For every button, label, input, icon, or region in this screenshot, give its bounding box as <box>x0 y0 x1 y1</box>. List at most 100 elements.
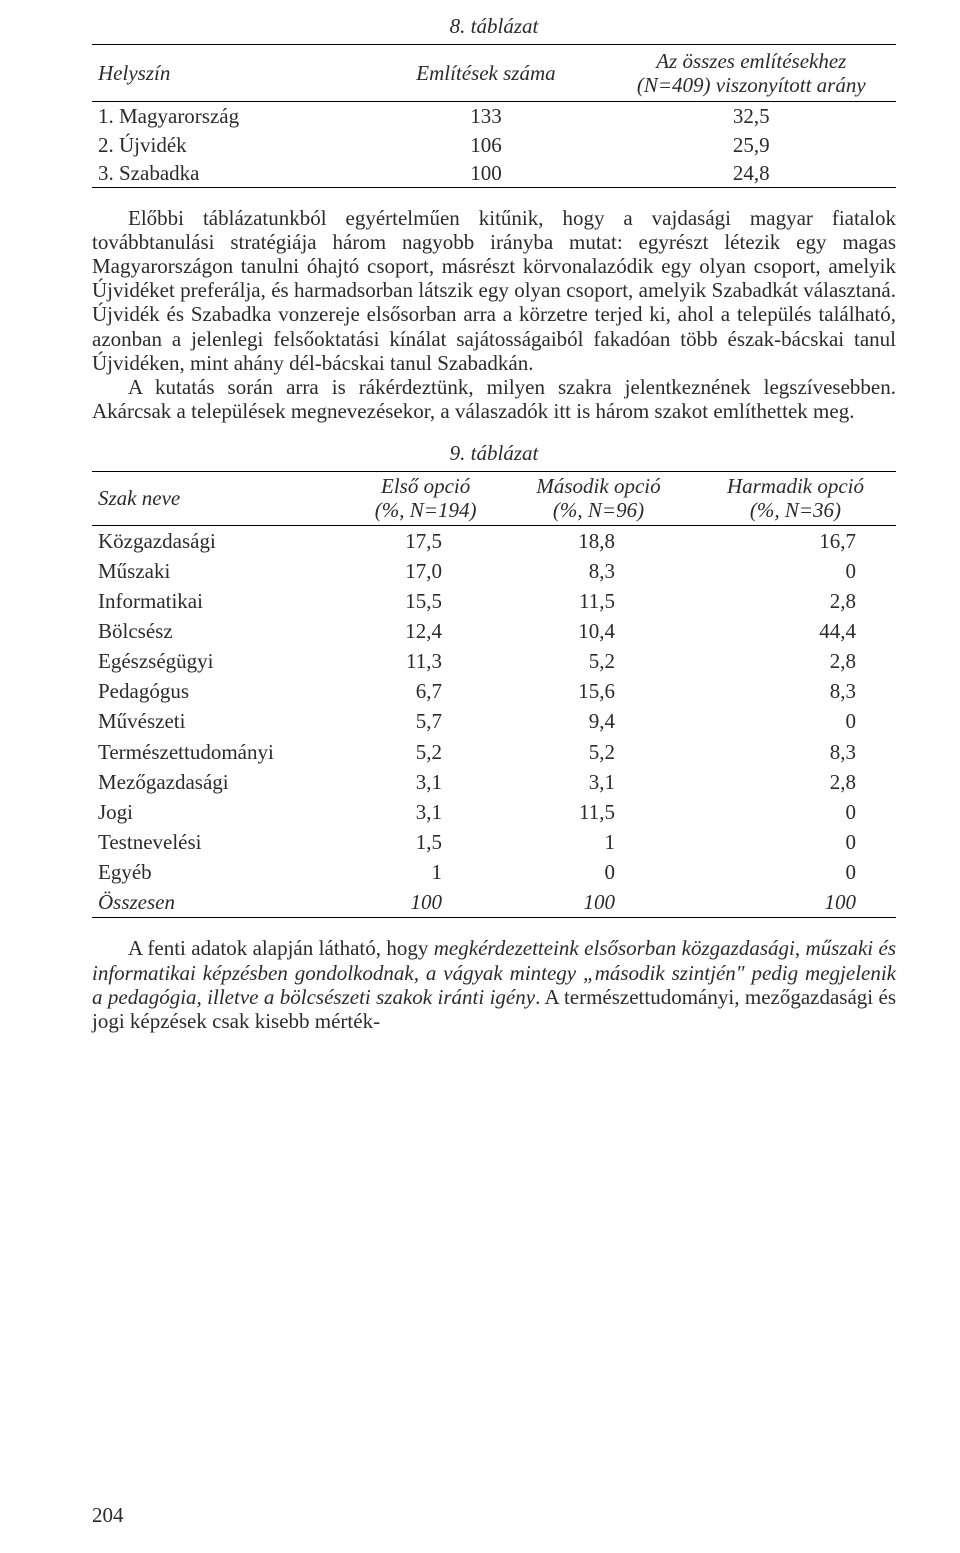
t9-cell: 2,8 <box>695 646 896 676</box>
t9-cell: Jogi <box>92 797 349 827</box>
t9-head-o1-l2: (%, N=194) <box>375 498 477 522</box>
table8: Helyszín Említések száma Az összes említ… <box>92 44 896 188</box>
t9-cell: 17,5 <box>349 525 502 556</box>
t9-head-o2-l2: (%, N=96) <box>553 498 644 522</box>
t9-cell: 0 <box>695 706 896 736</box>
t9-cell: 3,1 <box>349 767 502 797</box>
t9-head-o2-l1: Második opció <box>536 474 660 498</box>
t9-cell: Testnevelési <box>92 827 349 857</box>
t8-cell: 1. Magyarország <box>92 102 365 131</box>
t9-cell: Bölcsész <box>92 616 349 646</box>
t9-cell: 100 <box>502 887 695 918</box>
t9-cell: 6,7 <box>349 676 502 706</box>
table-row: Jogi 3,1 11,5 0 <box>92 797 896 827</box>
t8-head-emlitesek: Említések száma <box>365 45 606 102</box>
table-row: Közgazdasági 17,5 18,8 16,7 <box>92 525 896 556</box>
t8-cell: 3. Szabadka <box>92 159 365 188</box>
t8-cell: 25,9 <box>607 131 896 159</box>
t9-cell: Műszaki <box>92 556 349 586</box>
t9-cell: 0 <box>695 827 896 857</box>
t9-cell: 2,8 <box>695 586 896 616</box>
page-container: { "table8": { "caption": "8. táblázat", … <box>0 0 960 1553</box>
t9-cell: 11,5 <box>502 797 695 827</box>
t9-cell: 3,1 <box>349 797 502 827</box>
t9-cell: 10,4 <box>502 616 695 646</box>
t9-cell: Egészségügyi <box>92 646 349 676</box>
t9-head-o2: Második opció (%, N=96) <box>502 472 695 525</box>
t9-cell: 100 <box>349 887 502 918</box>
t9-cell: 2,8 <box>695 767 896 797</box>
t9-cell: Pedagógus <box>92 676 349 706</box>
t9-cell: 15,5 <box>349 586 502 616</box>
table-row: Pedagógus 6,7 15,6 8,3 <box>92 676 896 706</box>
t9-head-szak: Szak neve <box>92 472 349 525</box>
table-row-total: Összesen 100 100 100 <box>92 887 896 918</box>
t9-cell: 8,3 <box>695 737 896 767</box>
table-row: 1. Magyarország 133 32,5 <box>92 102 896 131</box>
t9-cell: 15,6 <box>502 676 695 706</box>
table-row: Testnevelési 1,5 1 0 <box>92 827 896 857</box>
t9-head-o3: Harmadik opció (%, N=36) <box>695 472 896 525</box>
table-row: Egészségügyi 11,3 5,2 2,8 <box>92 646 896 676</box>
t9-cell: 100 <box>695 887 896 918</box>
t9-cell: Informatikai <box>92 586 349 616</box>
t9-cell: 5,2 <box>502 737 695 767</box>
t9-cell: 0 <box>695 556 896 586</box>
t9-head-o3-l2: (%, N=36) <box>750 498 841 522</box>
t9-cell: 0 <box>695 857 896 887</box>
t9-cell: Művészeti <box>92 706 349 736</box>
t8-head-arany: Az összes említésekhez (N=409) viszonyít… <box>607 45 896 102</box>
t9-cell: 5,7 <box>349 706 502 736</box>
t9-cell: 1 <box>502 827 695 857</box>
t9-cell: 16,7 <box>695 525 896 556</box>
table-row: Természettudományi 5,2 5,2 8,3 <box>92 737 896 767</box>
table8-caption: 8. táblázat <box>92 14 896 38</box>
t8-cell: 106 <box>365 131 606 159</box>
table9-caption: 9. táblázat <box>92 441 896 465</box>
t8-head-helyszin: Helyszín <box>92 45 365 102</box>
t9-cell: 8,3 <box>695 676 896 706</box>
paragraph-3: A fenti adatok alapján látható, hogy meg… <box>92 936 896 1033</box>
page-number: 204 <box>92 1503 124 1527</box>
paragraph-2: A kutatás során arra is rákérdeztünk, mi… <box>92 375 896 423</box>
table-row: 2. Újvidék 106 25,9 <box>92 131 896 159</box>
t9-cell: 1 <box>349 857 502 887</box>
t8-cell: 32,5 <box>607 102 896 131</box>
t9-cell: 11,5 <box>502 586 695 616</box>
t9-cell: 44,4 <box>695 616 896 646</box>
table9: Szak neve Első opció (%, N=194) Második … <box>92 471 896 918</box>
t9-cell: Közgazdasági <box>92 525 349 556</box>
t8-cell: 24,8 <box>607 159 896 188</box>
t8-cell: 2. Újvidék <box>92 131 365 159</box>
t9-cell: Természettudományi <box>92 737 349 767</box>
t9-cell: Egyéb <box>92 857 349 887</box>
t9-cell: Mezőgazdasági <box>92 767 349 797</box>
table-row: Informatikai 15,5 11,5 2,8 <box>92 586 896 616</box>
table-row: Műszaki 17,0 8,3 0 <box>92 556 896 586</box>
t9-cell: 18,8 <box>502 525 695 556</box>
t9-cell: 8,3 <box>502 556 695 586</box>
t8-cell: 133 <box>365 102 606 131</box>
t9-cell: 1,5 <box>349 827 502 857</box>
t9-head-o1-l1: Első opció <box>381 474 470 498</box>
table-row: Bölcsész 12,4 10,4 44,4 <box>92 616 896 646</box>
table-row: Egyéb 1 0 0 <box>92 857 896 887</box>
text-block-1: Előbbi táblázatunkból egyértelműen kitűn… <box>92 206 896 423</box>
t9-cell: 0 <box>695 797 896 827</box>
t8-cell: 100 <box>365 159 606 188</box>
t9-cell: 12,4 <box>349 616 502 646</box>
para3-lead: A fenti adatok alapján látható, hogy <box>128 936 434 960</box>
table-row: 3. Szabadka 100 24,8 <box>92 159 896 188</box>
t9-cell: 5,2 <box>349 737 502 767</box>
t8-head-arany-l2: (N=409) viszonyított arány <box>637 73 866 97</box>
table-row: Művészeti 5,7 9,4 0 <box>92 706 896 736</box>
t9-cell: Összesen <box>92 887 349 918</box>
t9-head-o3-l1: Harmadik opció <box>727 474 864 498</box>
t8-head-arany-l1: Az összes említésekhez <box>656 49 846 73</box>
t9-cell: 9,4 <box>502 706 695 736</box>
paragraph-1: Előbbi táblázatunkból egyértelműen kitűn… <box>92 206 896 375</box>
t9-cell: 11,3 <box>349 646 502 676</box>
t9-cell: 5,2 <box>502 646 695 676</box>
t9-cell: 0 <box>502 857 695 887</box>
table-row: Mezőgazdasági 3,1 3,1 2,8 <box>92 767 896 797</box>
